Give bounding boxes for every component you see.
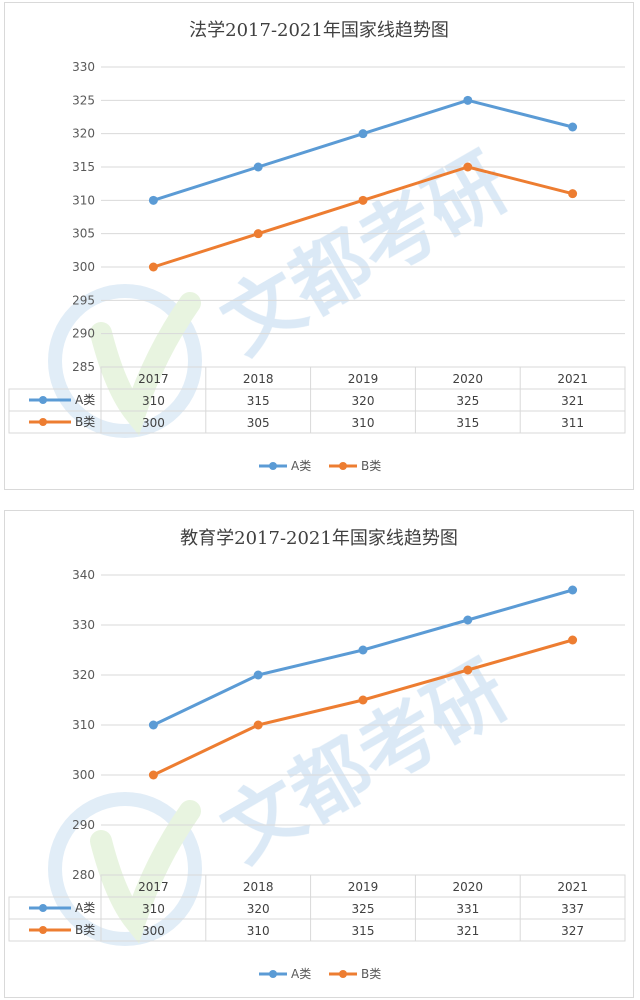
table-cell-value: 310 <box>142 902 165 916</box>
table-cell-value: 311 <box>561 416 584 430</box>
chart-panel-law: 文都考研 法学2017-2021年国家线趋势图 285 290 295 300 305 310… <box>4 2 634 490</box>
y-tick-label: 330 <box>72 60 95 74</box>
table-cell-value: 320 <box>352 394 375 408</box>
data-point <box>254 163 263 172</box>
table-series-name: A类 <box>75 393 95 407</box>
table-cell-value: 325 <box>456 394 479 408</box>
table-cell-value: 315 <box>352 924 375 938</box>
data-point <box>463 616 472 625</box>
table-cell-value: 331 <box>456 902 479 916</box>
series-line <box>153 100 572 200</box>
legend-label: A类 <box>291 459 311 473</box>
table-cell-value: 310 <box>247 924 270 938</box>
table-series-key-marker <box>39 396 47 404</box>
line-chart: 文都考研 法学2017-2021年国家线趋势图 285 290 295 300 305 310… <box>5 3 633 489</box>
data-point <box>463 666 472 675</box>
table-cell-value: 327 <box>561 924 584 938</box>
data-point <box>359 129 368 138</box>
y-tick-label: 310 <box>72 193 95 207</box>
table-cell-value: 320 <box>247 902 270 916</box>
legend-key-marker <box>339 462 347 470</box>
x-tick-label: 2017 <box>138 880 169 894</box>
legend-label: B类 <box>361 459 381 473</box>
y-tick-label: 280 <box>72 868 95 882</box>
y-tick-label: 320 <box>72 127 95 141</box>
legend-key-marker <box>269 462 277 470</box>
y-tick-label: 325 <box>72 93 95 107</box>
table-cell-value: 315 <box>247 394 270 408</box>
y-tick-label: 310 <box>72 718 95 732</box>
watermark-text: 文都考研 <box>208 138 523 372</box>
legend-label: B类 <box>361 967 381 981</box>
y-tick-label: 290 <box>72 818 95 832</box>
legend-key-marker <box>269 970 277 978</box>
y-tick-label: 340 <box>72 568 95 582</box>
legend-label: A类 <box>291 967 311 981</box>
x-tick-label: 2018 <box>243 372 274 386</box>
line-chart: 文都考研 教育学2017-2021年国家线趋势图 280 290 300 310 320 33… <box>5 511 633 997</box>
y-tick-label: 320 <box>72 668 95 682</box>
y-tick-label: 300 <box>72 768 95 782</box>
legend: A类 B类 <box>259 459 381 473</box>
table-series-name: B类 <box>75 415 95 429</box>
chart-title: 法学2017-2021年国家线趋势图 <box>189 20 449 41</box>
data-point <box>568 586 577 595</box>
x-tick-label: 2019 <box>348 372 379 386</box>
table-cell-value: 321 <box>561 394 584 408</box>
y-tick-label: 315 <box>72 160 95 174</box>
watermark: 文都考研 <box>55 138 523 431</box>
table-cell-value: 300 <box>142 416 165 430</box>
watermark-text: 文都考研 <box>208 646 523 880</box>
data-point <box>568 189 577 198</box>
data-point <box>254 229 263 238</box>
data-point <box>149 721 158 730</box>
data-point <box>359 696 368 705</box>
legend-key-marker <box>339 970 347 978</box>
legend: A类 B类 <box>259 967 381 981</box>
x-tick-label: 2020 <box>453 880 484 894</box>
data-table: 2017 2018 2019 2020 2021 A类 310 315 320 325 321 B类 3… <box>9 367 625 433</box>
table-cell-value: 315 <box>456 416 479 430</box>
table-cell-value: 310 <box>352 416 375 430</box>
chart-title: 教育学2017-2021年国家线趋势图 <box>180 528 458 549</box>
data-point <box>149 771 158 780</box>
y-tick-label: 285 <box>72 360 95 374</box>
y-tick-label: 290 <box>72 327 95 341</box>
x-tick-label: 2021 <box>557 372 588 386</box>
x-tick-label: 2019 <box>348 880 379 894</box>
table-cell-value: 337 <box>561 902 584 916</box>
table-series-name: A类 <box>75 901 95 915</box>
data-point <box>568 636 577 645</box>
table-cell-value: 321 <box>456 924 479 938</box>
y-tick-label: 305 <box>72 227 95 241</box>
table-cell-value: 325 <box>352 902 375 916</box>
y-tick-label: 330 <box>72 618 95 632</box>
data-point <box>254 671 263 680</box>
table-cell-value: 310 <box>142 394 165 408</box>
table-cell-value: 300 <box>142 924 165 938</box>
x-tick-label: 2021 <box>557 880 588 894</box>
table-cell-value: 305 <box>247 416 270 430</box>
table-series-key-marker <box>39 904 47 912</box>
data-point <box>359 646 368 655</box>
watermark: 文都考研 <box>55 646 523 939</box>
chart-panel-education: 文都考研 教育学2017-2021年国家线趋势图 280 290 300 310 320 33… <box>4 510 634 998</box>
y-tick-label: 295 <box>72 293 95 307</box>
table-series-key-marker <box>39 418 47 426</box>
data-point <box>463 96 472 105</box>
data-point <box>568 123 577 132</box>
data-point <box>149 196 158 205</box>
data-point <box>149 263 158 272</box>
table-series-key-marker <box>39 926 47 934</box>
x-tick-label: 2017 <box>138 372 169 386</box>
x-tick-label: 2018 <box>243 880 274 894</box>
table-series-name: B类 <box>75 923 95 937</box>
x-tick-label: 2020 <box>453 372 484 386</box>
data-point <box>254 721 263 730</box>
data-point <box>463 163 472 172</box>
data-table: 2017 2018 2019 2020 2021 A类 310 320 325 331 337 B类 3… <box>9 875 625 941</box>
data-point <box>359 196 368 205</box>
y-tick-label: 300 <box>72 260 95 274</box>
